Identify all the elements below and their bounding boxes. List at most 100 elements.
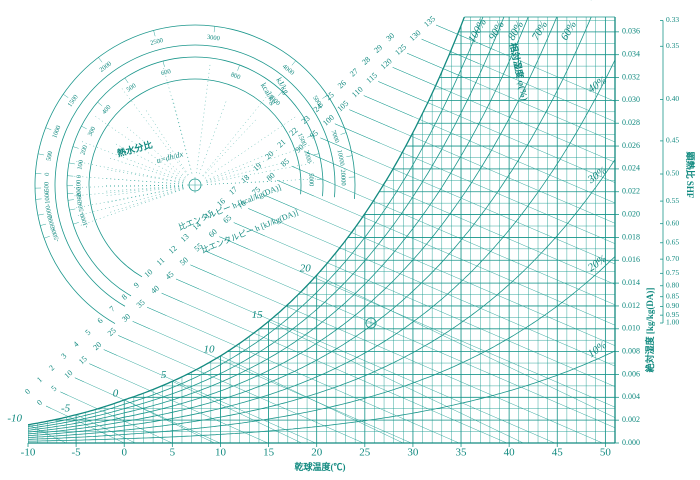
protractor-ray — [107, 188, 184, 214]
enthalpy-kcal-label: 19 — [251, 161, 263, 173]
protractor-label: 2500 — [150, 37, 164, 47]
protractor-tick — [37, 213, 44, 216]
enthalpy-line-lead — [421, 38, 479, 64]
protractor-tick — [63, 94, 69, 98]
protractor-ray — [206, 162, 317, 184]
enthalpy-line — [74, 377, 220, 443]
shf-tick-label: 0.40 — [666, 94, 679, 103]
protractor-ray — [71, 185, 184, 197]
x-tick-label: 10 — [215, 447, 227, 459]
enthalpy-line-lead — [233, 222, 265, 237]
enthalpy-kj-label: 50 — [178, 255, 190, 267]
shf-tick-label: 0.60 — [666, 218, 679, 227]
moisture-ratio-formula: u=dh/dx — [156, 149, 185, 165]
protractor-label: 500 — [125, 82, 137, 93]
protractor-label: 1500 — [67, 94, 80, 109]
protractor-arc — [88, 78, 302, 278]
enthalpy-kj-label: 110 — [350, 85, 365, 100]
shf-title: 顕熱比 SHF — [685, 152, 696, 199]
enthalpy-kcal-label: 13 — [179, 232, 191, 244]
y-tick-label: 0.002 — [622, 415, 640, 424]
enthalpy-kj-label: 135 — [422, 14, 437, 29]
protractor-label: -5000 — [50, 226, 62, 243]
y-tick-label: 0.030 — [622, 95, 640, 104]
protractor-tick — [98, 57, 103, 63]
enthalpy-kcal-label: 27 — [348, 67, 360, 79]
shf-tick-label: 0.33 — [666, 15, 679, 24]
shf-tick-label: 0.65 — [666, 237, 679, 246]
x-axis-title: 乾球温度(℃) — [295, 461, 346, 472]
protractor-tick — [38, 153, 44, 156]
protractor-label: -200 — [75, 187, 83, 199]
enthalpy-line — [175, 278, 555, 443]
x-tick-label: 35 — [456, 447, 468, 459]
y-tick-label: 0.022 — [622, 187, 640, 196]
enthalpy-kcal-label: 2 — [47, 363, 56, 372]
protractor-label: -500 — [43, 182, 50, 194]
enthalpy-line-lead — [435, 24, 496, 51]
protractor-center — [187, 177, 203, 193]
enthalpy-kj-label: 75 — [250, 185, 262, 197]
enthalpy-kj-label: 25 — [106, 326, 118, 338]
y-tick-label: 0.004 — [622, 392, 640, 401]
enthalpy-line — [407, 53, 615, 143]
protractor-ray — [103, 186, 184, 197]
protractor-label: -500 — [77, 201, 86, 214]
enthalpy-kj-label: 115 — [364, 71, 379, 86]
protractor-ray — [124, 125, 187, 178]
protractor-ray — [206, 180, 287, 185]
enthalpy-kj-label: 120 — [379, 56, 394, 71]
plot-area — [28, 17, 615, 443]
x-tick-label: 25 — [359, 447, 371, 459]
enthalpy-line-lead — [334, 123, 381, 144]
protractor-ray — [202, 88, 274, 176]
rh-curve — [28, 17, 592, 435]
protractor-label: 0 — [44, 172, 51, 176]
rh-curve — [28, 59, 615, 437]
y-tick-label: 0.000 — [622, 438, 640, 447]
protractor-ray — [103, 185, 184, 192]
enthalpy-line-lead — [248, 208, 282, 223]
enthalpy-kcal-label: 5 — [84, 328, 93, 337]
overlay: -10 -5 0 5 10 15 20 25 30 35 40 45 500.0000.0020.004… — [7, 0, 679, 459]
y-tick-label: 0.014 — [622, 278, 640, 287]
enthalpy-kj-label: 130 — [408, 28, 423, 43]
moisture-ratio-unit-kj: kJ/kg — [274, 76, 290, 96]
enthalpy-kj-label: 30 — [120, 312, 132, 324]
protractor-label: 500 — [45, 151, 54, 162]
protractor-tick — [97, 101, 103, 107]
enthalpy-line — [334, 123, 615, 244]
enthalpy-kj-label: 125 — [393, 42, 408, 57]
enthalpy-kcal-label: 7 — [108, 304, 117, 313]
x-tick-label: 40 — [504, 447, 516, 459]
protractor-ray — [144, 107, 189, 176]
protractor-arc — [34, 24, 356, 324]
enthalpy-line — [204, 250, 615, 428]
wet-bulb-label: -10 — [7, 412, 22, 424]
enthalpy-kcal-label: 18 — [239, 173, 251, 185]
enthalpy-kcal-label: 21 — [276, 137, 288, 149]
enthalpy-kj-label: 40 — [149, 284, 161, 296]
shf-tick-label: 0.50 — [666, 169, 679, 178]
x-tick-label: 45 — [552, 447, 564, 459]
enthalpy-line — [277, 180, 615, 326]
rh-curve — [28, 159, 615, 438]
protractor-tick — [322, 94, 328, 99]
enthalpy-kcal-label: 24 — [312, 102, 324, 114]
x-tick-label: -10 — [21, 447, 36, 459]
protractor-tick — [313, 153, 320, 156]
enthalpy-line-lead — [103, 349, 117, 356]
protractor-ray — [104, 168, 184, 184]
protractor-label: 200 — [80, 144, 90, 155]
protractor-tick — [44, 236, 50, 239]
protractor-tick — [346, 155, 353, 157]
protractor-label: -100 — [75, 180, 82, 192]
enthalpy-line-lead — [161, 292, 183, 303]
enthalpy-line-lead — [407, 53, 463, 77]
enthalpy-line — [320, 137, 615, 265]
protractor-label: 10000 — [336, 149, 346, 166]
enthalpy-kcal-label: 26 — [336, 78, 348, 90]
rh-curve — [28, 17, 505, 429]
